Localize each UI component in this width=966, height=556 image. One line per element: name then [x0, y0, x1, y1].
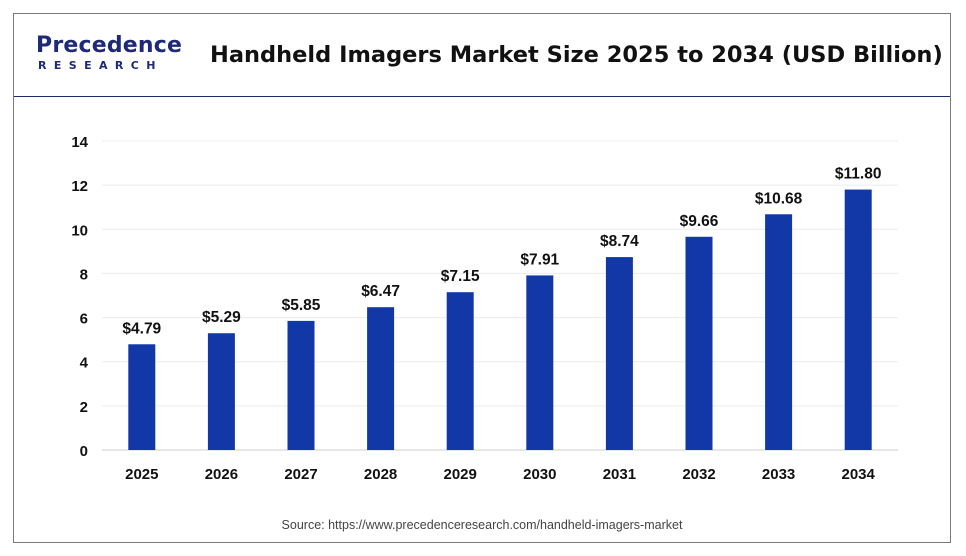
bar	[287, 320, 315, 450]
bar	[207, 333, 235, 450]
logo: Precedence RESEARCH	[36, 34, 182, 80]
y-tick-label: 2	[80, 399, 88, 416]
x-tick-label: 2030	[523, 466, 556, 483]
data-label: $7.91	[520, 251, 559, 268]
y-tick-label: 14	[71, 134, 88, 151]
bar	[685, 236, 713, 450]
bar	[128, 344, 156, 450]
data-label: $6.47	[361, 283, 400, 300]
y-tick-label: 10	[71, 222, 88, 239]
data-label: $5.29	[202, 309, 241, 326]
data-label: $5.85	[282, 297, 321, 314]
chart-title: Handheld Imagers Market Size 2025 to 203…	[210, 42, 943, 68]
y-tick-label: 12	[71, 178, 88, 195]
bar	[765, 214, 793, 450]
x-tick-label: 2028	[364, 466, 397, 483]
logo-subtext: RESEARCH	[38, 59, 163, 72]
bar	[605, 257, 633, 450]
x-tick-label: 2026	[205, 466, 238, 483]
chart-frame: Precedence RESEARCH Handheld Imagers Mar…	[13, 13, 951, 543]
x-tick-label: 2032	[682, 466, 715, 483]
logo-wordmark: Precedence	[36, 33, 183, 58]
x-tick-label: 2033	[762, 466, 795, 483]
x-tick-label: 2027	[284, 466, 317, 483]
data-label: $9.66	[680, 213, 719, 230]
y-tick-label: 0	[80, 443, 88, 460]
bar	[446, 292, 474, 450]
bar	[367, 307, 395, 450]
source-note: Source: https://www.precedenceresearch.c…	[281, 518, 683, 532]
bar	[526, 275, 554, 450]
x-tick-label: 2034	[842, 466, 876, 483]
data-label: $11.80	[835, 166, 882, 183]
y-tick-label: 8	[80, 266, 88, 283]
y-tick-label: 6	[80, 311, 88, 328]
y-tick-label: 4	[80, 355, 89, 372]
data-label: $10.68	[755, 190, 803, 207]
header: Precedence RESEARCH Handheld Imagers Mar…	[14, 14, 950, 97]
data-label: $7.15	[441, 268, 480, 285]
data-label: $4.79	[122, 320, 161, 337]
data-label: $8.74	[600, 233, 639, 250]
x-tick-label: 2029	[444, 466, 477, 483]
bar	[844, 189, 872, 451]
x-tick-label: 2025	[125, 466, 158, 483]
x-tick-label: 2031	[603, 466, 636, 483]
